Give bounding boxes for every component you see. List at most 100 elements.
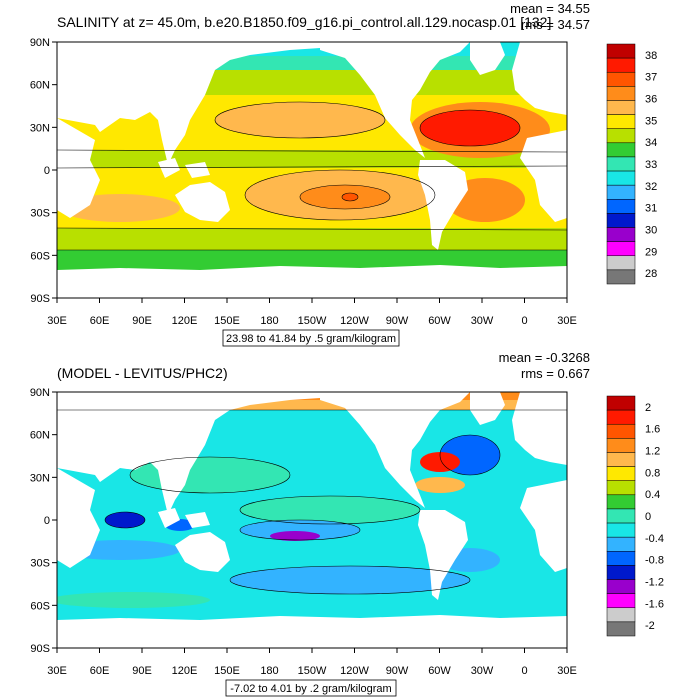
bottom-y-tick-label: 0 bbox=[44, 515, 50, 527]
bottom-range-box bbox=[225, 679, 397, 697]
bottom-colorbar-swatch bbox=[606, 522, 636, 538]
bottom-title: (MODEL - LEVITUS/PHC2) bbox=[57, 365, 228, 381]
top-colorbar-swatch bbox=[606, 86, 636, 101]
bottom-x-ticks: 30E 60E 90E 120E 150E 180 150W 120W 90W 60W 30W 0 30… bbox=[47, 648, 577, 677]
bottom-colorbar-label: -0.4 bbox=[645, 533, 664, 545]
bottom-x-tick-label: 150W bbox=[298, 665, 327, 677]
top-y-ticks: 90N 60N 30N 0 30S 60S 90S bbox=[30, 37, 57, 305]
top-colorbar: 38 37 36 35 34 33 32 31 30 29 28 bbox=[606, 43, 657, 285]
bottom-colorbar-swatch bbox=[606, 565, 636, 580]
bottom-mean-label: mean = -0.3268 bbox=[499, 350, 590, 365]
top-colorbar-label: 36 bbox=[645, 94, 657, 106]
bottom-colorbar-swatch bbox=[606, 409, 636, 425]
top-colorbar-swatch bbox=[606, 170, 636, 186]
bottom-x-tick-label: 30E bbox=[557, 665, 577, 677]
top-colorbar-swatch bbox=[606, 241, 636, 257]
top-x-tick-label: 120E bbox=[172, 315, 198, 327]
top-colorbar-swatch bbox=[606, 269, 636, 285]
bottom-colorbar-label: 0.8 bbox=[645, 467, 660, 479]
top-colorbar-label: 38 bbox=[645, 50, 657, 62]
top-colorbar-swatch bbox=[606, 128, 636, 144]
top-colorbar-swatch bbox=[606, 57, 636, 73]
bottom-colorbar-swatch bbox=[606, 508, 636, 524]
top-x-tick-label: 90W bbox=[386, 315, 409, 327]
bottom-colorbar-swatch bbox=[606, 607, 636, 623]
top-y-tick-label: 30S bbox=[30, 208, 50, 220]
top-colorbar-label: 34 bbox=[645, 137, 657, 149]
top-x-tick-label: 30E bbox=[557, 315, 577, 327]
bottom-colorbar: 2 1.6 1.2 0.8 0.4 0 -0.4 -0.8 -1.2 -1.6 -2 bbox=[606, 395, 664, 637]
top-x-ticks: 30E 60E 90E 120E 150E 180 150W 120W 90W 60W 30W 0 30… bbox=[47, 298, 577, 327]
top-colorbar-label: 33 bbox=[645, 159, 657, 171]
top-colorbar-swatch bbox=[606, 199, 636, 214]
top-colorbar-swatch bbox=[606, 255, 636, 271]
bottom-x-tick-label: 120E bbox=[172, 665, 198, 677]
top-x-tick-label: 30W bbox=[471, 315, 494, 327]
top-colorbar-label: 30 bbox=[645, 224, 657, 236]
top-colorbar-swatch bbox=[606, 184, 636, 200]
bottom-map bbox=[57, 392, 567, 648]
top-colorbar-swatch bbox=[606, 227, 636, 242]
bottom-colorbar-label: 1.6 bbox=[645, 424, 660, 436]
top-mean-label: mean = 34.55 bbox=[510, 1, 590, 16]
top-map bbox=[57, 42, 567, 298]
bottom-x-tick-label: 120W bbox=[340, 665, 369, 677]
top-colorbar-swatch bbox=[606, 43, 636, 59]
top-x-tick-label: 90E bbox=[132, 315, 152, 327]
top-colorbar-swatch bbox=[606, 71, 636, 87]
top-colorbar-label: 28 bbox=[645, 268, 657, 280]
bottom-y-ticks: 90N 60N 30N 0 30S 60S 90S bbox=[30, 387, 57, 655]
bottom-range-label: -7.02 to 4.01 by .2 gram/kilogram bbox=[230, 683, 391, 695]
bottom-x-tick-label: 60W bbox=[428, 665, 451, 677]
top-colorbar-swatch bbox=[606, 156, 636, 172]
top-y-tick-label: 90S bbox=[30, 293, 50, 305]
bottom-colorbar-label: -0.8 bbox=[645, 555, 664, 567]
top-title: SALINITY at z= 45.0m, b.e20.B1850.f09_g1… bbox=[57, 14, 551, 30]
top-colorbar-swatch bbox=[606, 142, 636, 158]
bottom-x-tick-label: 0 bbox=[521, 665, 527, 677]
top-x-tick-label: 60W bbox=[428, 315, 451, 327]
top-y-tick-label: 60S bbox=[30, 250, 50, 262]
bottom-colorbar-swatch bbox=[606, 494, 636, 510]
bottom-x-tick-label: 150E bbox=[214, 665, 240, 677]
top-colorbar-swatch bbox=[606, 100, 636, 115]
bottom-x-tick-label: 30W bbox=[471, 665, 494, 677]
top-colorbar-label: 31 bbox=[645, 203, 657, 215]
bottom-y-tick-label: 90N bbox=[30, 387, 50, 399]
top-colorbar-label: 32 bbox=[645, 181, 657, 193]
bottom-colorbar-label: 0.4 bbox=[645, 489, 660, 501]
top-range-box bbox=[222, 329, 400, 347]
bottom-colorbar-swatch bbox=[606, 593, 636, 609]
bottom-rms-label: rms = 0.667 bbox=[521, 366, 590, 381]
top-rms-label: rms = 34.57 bbox=[521, 17, 590, 32]
top-x-tick-label: 0 bbox=[521, 315, 527, 327]
top-colorbar-label: 29 bbox=[645, 246, 657, 258]
top-colorbar-label: 35 bbox=[645, 115, 657, 127]
bottom-colorbar-swatch bbox=[606, 480, 636, 496]
bottom-colorbar-swatch bbox=[606, 621, 636, 637]
top-y-tick-label: 90N bbox=[30, 37, 50, 49]
bottom-colorbar-swatch bbox=[606, 466, 636, 481]
top-colorbar-swatch bbox=[606, 213, 636, 228]
top-range-label: 23.98 to 41.84 by .5 gram/kilogram bbox=[226, 333, 396, 345]
bottom-y-tick-label: 30S bbox=[30, 558, 50, 570]
top-colorbar-label: 37 bbox=[645, 72, 657, 84]
bottom-colorbar-swatch bbox=[606, 438, 636, 453]
bottom-x-tick-label: 90W bbox=[386, 665, 409, 677]
bottom-colorbar-swatch bbox=[606, 536, 636, 552]
bottom-colorbar-label: 1.2 bbox=[645, 446, 660, 458]
top-x-tick-label: 150W bbox=[298, 315, 327, 327]
bottom-y-tick-label: 60S bbox=[30, 600, 50, 612]
bottom-x-tick-label: 30E bbox=[47, 665, 67, 677]
bottom-colorbar-label: 2 bbox=[645, 402, 651, 414]
top-colorbar-swatch bbox=[606, 114, 636, 129]
bottom-colorbar-swatch bbox=[606, 551, 636, 566]
top-x-tick-label: 30E bbox=[47, 315, 67, 327]
bottom-x-tick-label: 180 bbox=[260, 665, 278, 677]
top-x-tick-label: 60E bbox=[90, 315, 110, 327]
top-x-tick-label: 120W bbox=[340, 315, 369, 327]
bottom-x-tick-label: 60E bbox=[90, 665, 110, 677]
bottom-colorbar-label: -2 bbox=[645, 620, 655, 632]
top-x-tick-label: 180 bbox=[260, 315, 278, 327]
